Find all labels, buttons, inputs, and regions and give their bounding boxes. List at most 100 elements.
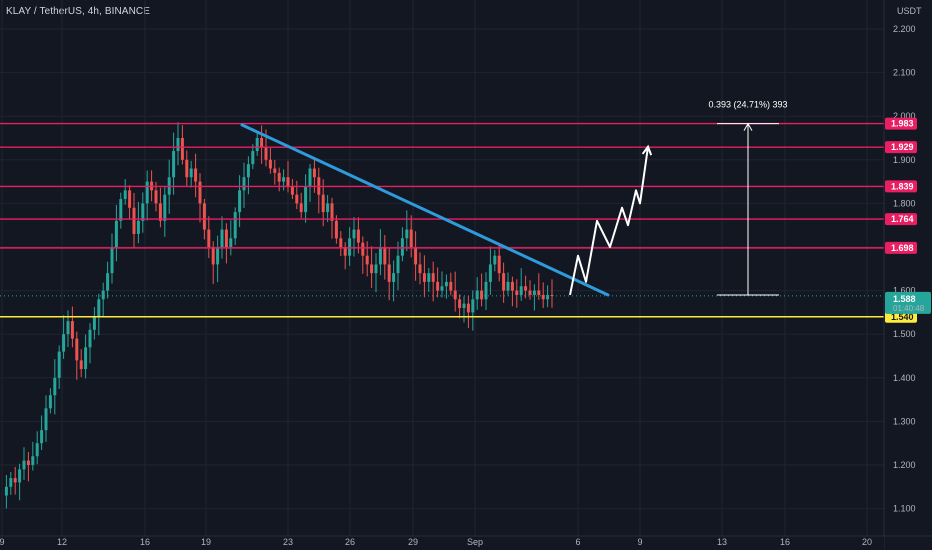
candle-body [4,486,8,496]
candle-body [546,294,550,300]
candle-body [409,229,413,247]
level-badge-label: 1.839 [891,181,914,191]
candle-body [462,303,466,309]
candle-body [392,273,396,282]
candle-body [510,281,514,291]
level-badge [885,141,917,154]
price-badges: 1.983 1.929 1.839 1.764 1.698 1.540 1.58801:40… [885,117,931,323]
candle-body [506,281,510,291]
level-badge-label: 1.929 [891,142,914,152]
candle-body [449,281,453,291]
candle-body [145,181,149,204]
candle-body [101,290,105,300]
candle-body [66,321,70,335]
candle-body [299,203,303,213]
y-tick-label: 2.200 [893,24,916,34]
x-tick-label: 16 [780,537,790,547]
candle-body [22,460,26,470]
candle-body [132,207,136,234]
time-axis-background[interactable] [0,536,884,550]
candle-body [312,168,316,178]
candle-body [387,264,391,282]
candle-body [106,273,110,291]
candle-body [458,299,462,309]
level-badge [885,241,917,254]
x-tick-label: 6 [575,537,580,547]
candle-body [290,185,294,195]
candle-body [123,190,127,200]
descending-trendline[interactable] [240,123,610,297]
candle-body [502,273,506,291]
candle-body [493,255,497,265]
candle-body [31,456,35,465]
candle-body [141,203,145,221]
candle-body [158,203,162,221]
candle-body [220,229,224,247]
candle-body [62,334,66,352]
candle-body [194,168,198,182]
candle-body [440,286,444,291]
projection-path[interactable] [569,146,649,296]
candle-body [528,290,532,295]
candle-body [282,177,286,182]
projection-arrowhead-icon [641,144,653,156]
candle-body [185,159,189,178]
y-tick-label: 1.200 [893,460,916,470]
candle-body [414,247,418,265]
candle-body [79,360,83,370]
x-tick-label: 16 [140,537,150,547]
level-badge [885,180,917,193]
candle-body [264,146,268,160]
y-tick-label: 1.300 [893,416,916,426]
price-axis-background[interactable] [884,0,932,550]
candle-body [475,290,479,300]
candle-body [348,238,352,256]
candle-body [44,408,48,431]
x-tick-label: 9 [0,537,5,547]
x-tick-label: 19 [201,537,211,547]
candle-body [524,286,528,291]
candle-body [295,194,299,204]
candle-body [334,220,338,239]
candle-body [119,199,123,221]
candle-body [40,430,44,444]
candle-body [273,168,277,173]
candle-body [321,194,325,213]
candle-body [26,460,30,465]
candle-body [97,299,101,317]
level-badge-label: 1.698 [891,243,914,253]
y-tick-label: 1.600 [893,286,916,296]
candle-body [418,264,422,274]
candle-body [343,247,347,256]
candle-body [114,220,118,247]
candle-body [444,281,448,287]
candle-body [286,177,290,186]
candle-body [255,138,259,152]
candle-body [224,229,228,247]
candle-body [238,190,242,213]
candle-body [180,138,184,160]
candle-body [233,212,237,239]
candle-body [471,299,475,313]
current-price-badge [885,291,931,314]
x-tick-label: 23 [283,537,293,547]
candle-body [497,255,501,274]
candle-body [9,478,13,487]
x-tick-label: Sep [467,537,483,547]
candle-body [537,290,541,295]
candle-body [515,290,519,295]
candle-body [35,443,39,457]
y-tick-label: 1.100 [893,504,916,514]
level-badge [885,213,917,226]
candle-body [339,238,343,247]
currency-label: USDT [897,6,922,16]
candle-body [431,273,435,282]
x-tick-label: 20 [862,537,872,547]
candle-body [154,190,158,204]
candle-body [128,190,132,208]
grid-layer [0,0,884,536]
candle-body [211,247,215,265]
candle-body [88,329,92,348]
candle-body [229,238,233,247]
